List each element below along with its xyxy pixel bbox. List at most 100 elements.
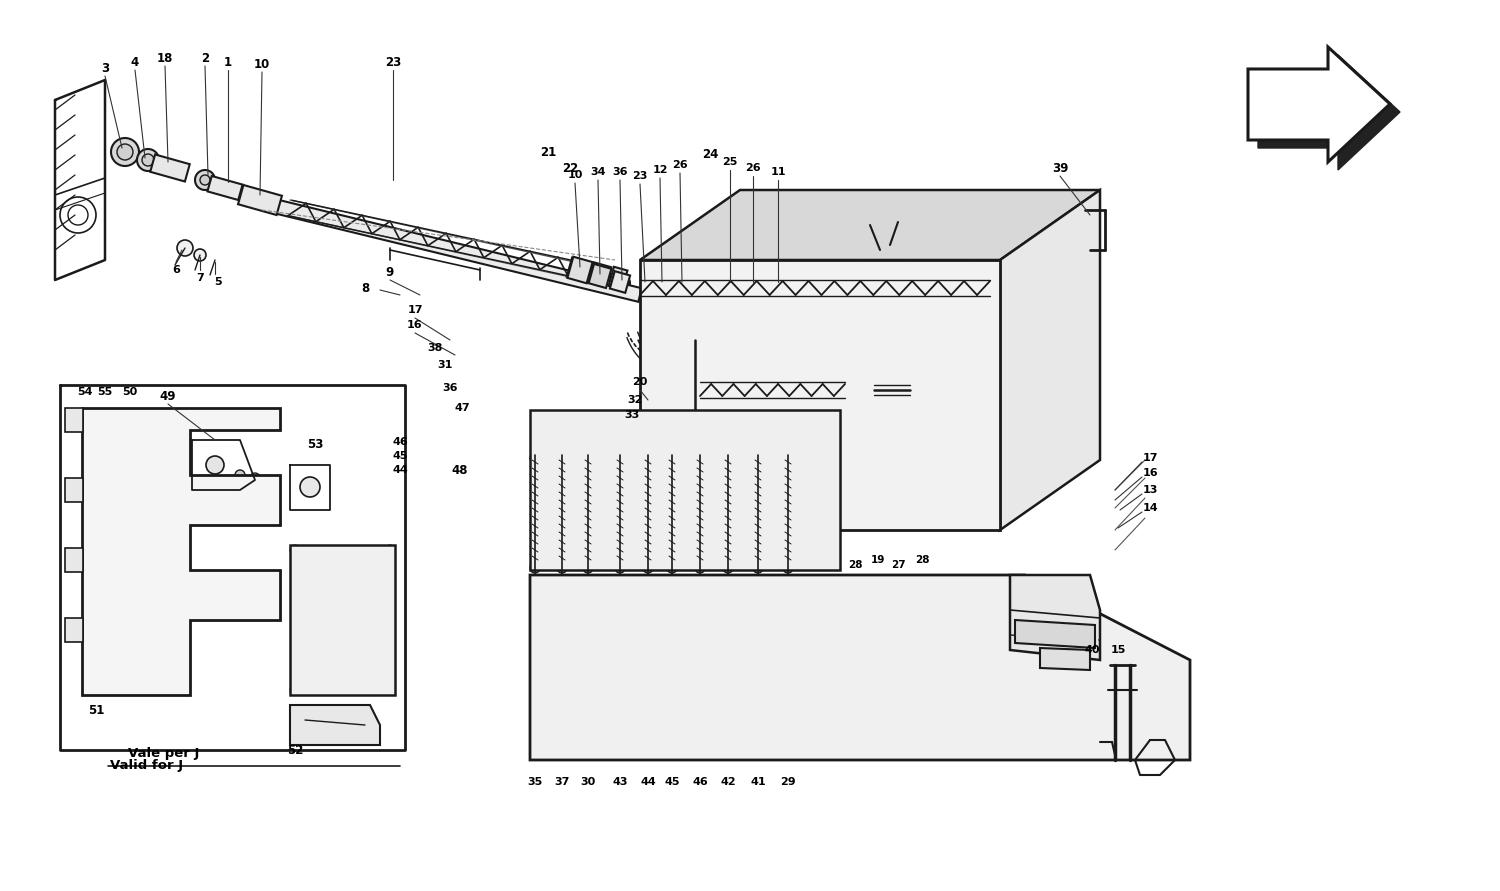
Circle shape (68, 483, 81, 497)
Text: 22: 22 (562, 161, 578, 175)
Circle shape (818, 668, 842, 692)
Circle shape (846, 376, 874, 404)
Text: Valid for J: Valid for J (110, 759, 183, 772)
Circle shape (300, 477, 320, 497)
Circle shape (859, 230, 900, 270)
Text: 37: 37 (555, 777, 570, 787)
Polygon shape (238, 185, 282, 215)
Polygon shape (530, 410, 840, 570)
Circle shape (615, 453, 626, 463)
Polygon shape (1248, 47, 1390, 162)
Text: 50: 50 (123, 387, 138, 397)
Circle shape (668, 453, 676, 463)
Circle shape (1107, 645, 1137, 675)
Text: 11: 11 (771, 167, 786, 177)
Text: 17: 17 (1143, 453, 1158, 463)
Text: 10: 10 (254, 58, 270, 70)
Text: 1: 1 (224, 55, 232, 69)
Circle shape (584, 453, 592, 463)
Text: 33: 33 (624, 410, 639, 420)
Text: 17: 17 (406, 305, 423, 315)
Circle shape (614, 275, 630, 291)
Circle shape (694, 453, 705, 463)
Polygon shape (64, 478, 82, 502)
Circle shape (644, 464, 652, 472)
Circle shape (1022, 279, 1040, 297)
Circle shape (206, 456, 224, 474)
Text: 16: 16 (1142, 468, 1158, 478)
Circle shape (753, 563, 764, 573)
Circle shape (1005, 278, 1025, 298)
Text: 46: 46 (392, 437, 408, 447)
Text: 43: 43 (612, 777, 627, 787)
Circle shape (783, 453, 794, 463)
Circle shape (644, 526, 652, 534)
Text: 45: 45 (664, 777, 680, 787)
Text: 31: 31 (438, 360, 453, 370)
Text: 9: 9 (386, 266, 394, 279)
Polygon shape (1258, 55, 1400, 170)
Text: 36: 36 (442, 383, 458, 393)
Text: 35: 35 (528, 777, 543, 787)
Polygon shape (1016, 620, 1095, 648)
Circle shape (117, 144, 134, 160)
Circle shape (668, 563, 676, 573)
Text: 39: 39 (1052, 161, 1068, 175)
Circle shape (783, 563, 794, 573)
Circle shape (177, 240, 194, 256)
Circle shape (290, 545, 300, 555)
Circle shape (652, 672, 708, 728)
Polygon shape (530, 575, 1190, 760)
Text: 28: 28 (915, 555, 928, 565)
Circle shape (844, 215, 915, 285)
Text: 51: 51 (88, 704, 104, 716)
Circle shape (723, 563, 734, 573)
Polygon shape (609, 266, 627, 290)
Circle shape (952, 692, 968, 708)
Polygon shape (1040, 648, 1090, 670)
Text: 20: 20 (633, 377, 648, 387)
Circle shape (615, 563, 626, 573)
Text: 55: 55 (98, 387, 112, 397)
Circle shape (644, 453, 652, 463)
Text: 49: 49 (159, 389, 177, 403)
Text: 26: 26 (746, 163, 760, 173)
Polygon shape (1010, 575, 1100, 660)
Text: 3: 3 (100, 61, 109, 75)
Polygon shape (567, 257, 594, 282)
Circle shape (686, 386, 703, 404)
Circle shape (694, 563, 705, 573)
Text: 13: 13 (1143, 485, 1158, 495)
Polygon shape (588, 264, 612, 288)
Text: 19: 19 (871, 555, 885, 565)
Text: 7: 7 (196, 273, 204, 283)
Text: 4: 4 (130, 55, 140, 69)
Polygon shape (567, 257, 592, 283)
Circle shape (644, 563, 652, 573)
Text: 29: 29 (780, 777, 796, 787)
Text: 30: 30 (580, 777, 596, 787)
Circle shape (194, 249, 206, 261)
Text: 8: 8 (362, 282, 369, 295)
Circle shape (386, 685, 394, 695)
Text: 15: 15 (1110, 645, 1125, 655)
Circle shape (136, 149, 159, 171)
Circle shape (68, 413, 81, 427)
Text: 41: 41 (750, 777, 766, 787)
Text: 53: 53 (308, 438, 322, 452)
Text: 14: 14 (1142, 503, 1158, 513)
Circle shape (988, 276, 1012, 300)
Circle shape (142, 154, 154, 166)
Text: 10: 10 (567, 170, 582, 180)
Polygon shape (268, 198, 642, 302)
Circle shape (68, 553, 81, 567)
Text: 46: 46 (692, 777, 708, 787)
Circle shape (530, 563, 540, 573)
Polygon shape (64, 548, 82, 572)
Circle shape (251, 473, 260, 483)
Text: 28: 28 (847, 560, 862, 570)
Polygon shape (64, 408, 82, 432)
Circle shape (656, 526, 664, 534)
Circle shape (852, 382, 868, 398)
Text: Vale per J: Vale per J (128, 747, 200, 759)
